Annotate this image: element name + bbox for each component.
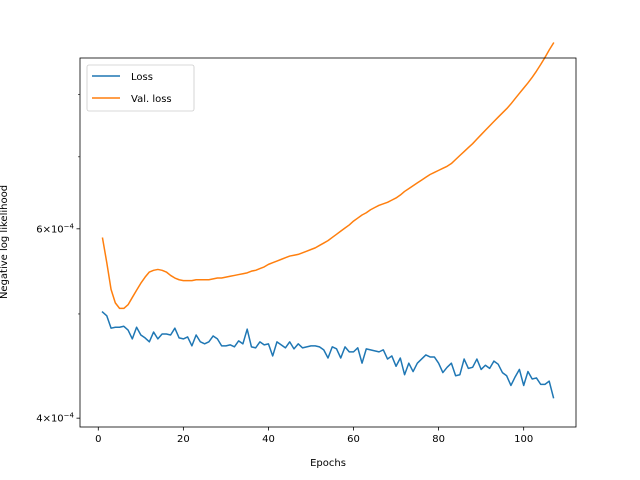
plot-frame <box>79 57 577 428</box>
x-tick-label: 40 <box>262 434 275 445</box>
legend-label-loss: Loss <box>131 72 153 83</box>
x-axis-label: Epochs <box>310 458 346 469</box>
ticks-layer: 0 20 40 60 80 100 4×10−4 6×10−4 <box>36 94 533 445</box>
legend-label-val-loss: Val. loss <box>131 94 172 105</box>
series-layer <box>101 42 555 399</box>
x-tick-label: 80 <box>432 434 445 445</box>
x-tick-label: 20 <box>177 434 190 445</box>
y-tick-label: 4×10−4 <box>36 412 74 425</box>
y-tick-label: 6×10−4 <box>36 222 74 235</box>
plot-area <box>80 58 576 427</box>
x-tick-label: 0 <box>95 434 101 445</box>
legend: Loss Val. loss <box>86 64 195 112</box>
y-axis-label: Negative log likelihood <box>0 185 10 299</box>
series-line-val-loss <box>101 42 555 310</box>
x-tick-label: 100 <box>514 434 533 445</box>
series-line-loss <box>101 311 555 399</box>
x-tick-label: 60 <box>347 434 360 445</box>
